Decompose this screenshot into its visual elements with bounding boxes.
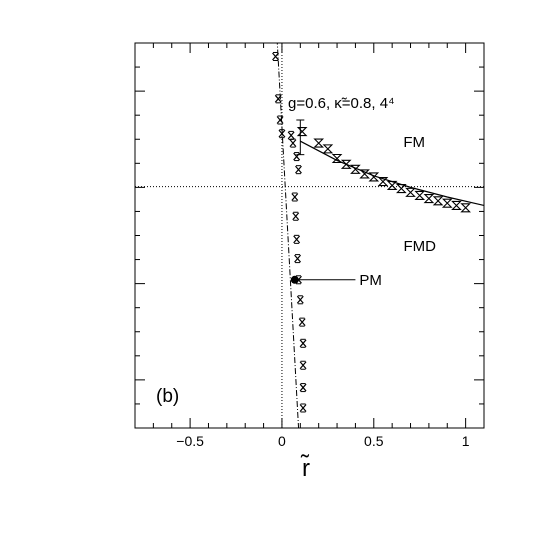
region-label: FM: [403, 134, 425, 151]
hourglass-marker: [368, 172, 380, 182]
cross-marker: [274, 94, 282, 104]
hourglass-marker: [405, 187, 416, 197]
hourglass-marker: [451, 200, 462, 211]
reference-lines: [135, 43, 484, 428]
x-tick-label: 0: [278, 433, 286, 449]
fit-lines: [276, 43, 484, 428]
hourglass-marker: [460, 203, 471, 213]
error-bar: [296, 119, 305, 156]
cross-marker: [299, 383, 307, 393]
pm-label: PM: [359, 272, 382, 289]
cross-marker: [289, 138, 297, 148]
cross-marker: [299, 338, 307, 348]
hourglass-marker: [441, 198, 453, 208]
cross-marker: [295, 165, 302, 175]
annotations: FM FMD PM: [290, 134, 436, 289]
cross-marker: [276, 115, 284, 125]
hourglass-marker: [340, 159, 352, 169]
hourglass-marker: [322, 144, 334, 154]
x-tick-label: 0.5: [364, 433, 384, 449]
hourglass-marker: [396, 183, 407, 194]
cross-marker: [292, 211, 300, 221]
region-label: FMD: [403, 238, 436, 255]
cross-marker: [293, 152, 301, 162]
solid-boundary-line: [300, 140, 484, 207]
hourglass-marker: [386, 180, 398, 190]
x-tick-label: 1: [462, 433, 470, 449]
hourglass-marker: [432, 196, 444, 206]
hourglass-marker: [359, 169, 370, 179]
x-tick-label: −0.5: [176, 433, 204, 449]
x-tick-labels: −0.5 0 0.5 1: [176, 433, 469, 449]
cross-marker: [299, 360, 307, 370]
hourglass-marker: [296, 127, 308, 137]
panel-label: (b): [156, 386, 179, 407]
cross-marker: [278, 129, 286, 139]
hourglass-marker: [313, 138, 325, 148]
params-label: g=0.6, κ̃=0.8, 4⁴: [288, 95, 395, 112]
cross-marker: [272, 51, 279, 61]
hourglass-marker: [331, 153, 343, 164]
cross-marker: [294, 254, 302, 264]
hourglass-marker: [377, 177, 389, 187]
cross-marker: [298, 317, 306, 327]
x-axis-label: r̃: [300, 455, 310, 482]
cross-marker: [293, 234, 301, 244]
hourglass-marker: [414, 190, 426, 201]
cross-marker: [299, 403, 307, 413]
cross-marker: [287, 130, 295, 140]
cross-marker: [291, 192, 299, 202]
plot-frame: [134, 42, 485, 429]
hourglass-marker: [423, 193, 435, 204]
cross-marker: [296, 295, 304, 305]
hourglass-marker: [350, 164, 361, 174]
